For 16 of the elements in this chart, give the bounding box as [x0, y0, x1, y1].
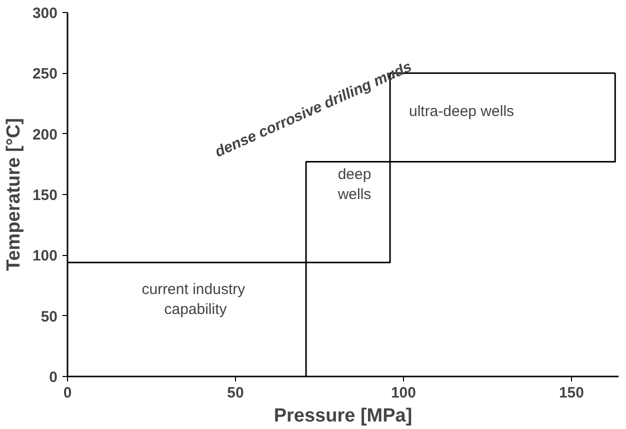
y-tick-label: 50 [40, 308, 58, 326]
y-tick-label: 0 [49, 369, 58, 386]
x-tick-label: 0 [63, 384, 72, 402]
y-tick-label: 200 [32, 126, 58, 144]
y-tick-label: 150 [32, 187, 58, 204]
y-tick-label: 300 [32, 5, 58, 22]
annotation: current industry capability [142, 280, 246, 318]
x-tick-label: 100 [390, 384, 416, 402]
x-axis-title: Pressure [MPa] [274, 406, 412, 426]
x-tick-label: 150 [558, 384, 584, 402]
y-axis-title: Temperature [°C] [3, 118, 24, 271]
y-tick-label: 100 [32, 248, 58, 265]
y-tick-label: 250 [32, 66, 58, 83]
x-tick-label: 50 [227, 384, 244, 402]
annotation: deep wells [336, 166, 372, 204]
annotation: ultra-deep wells [408, 103, 514, 120]
